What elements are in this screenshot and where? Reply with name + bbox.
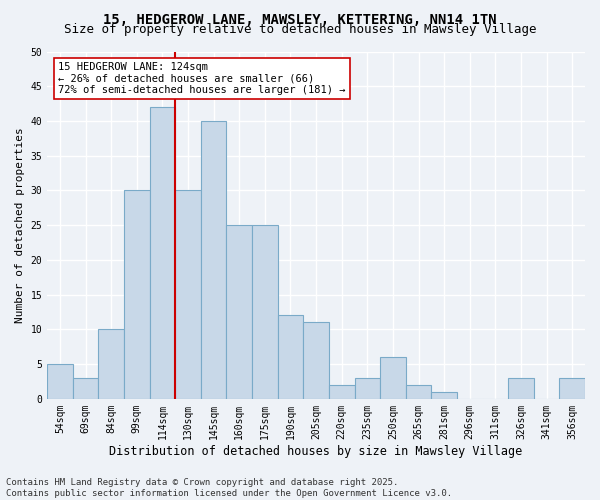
Bar <box>431 392 457 399</box>
Bar <box>508 378 534 399</box>
Bar <box>380 357 406 399</box>
Bar <box>98 330 124 399</box>
Bar <box>278 316 303 399</box>
Bar <box>73 378 98 399</box>
Y-axis label: Number of detached properties: Number of detached properties <box>15 128 25 323</box>
Text: 15, HEDGEROW LANE, MAWSLEY, KETTERING, NN14 1TN: 15, HEDGEROW LANE, MAWSLEY, KETTERING, N… <box>103 12 497 26</box>
Bar <box>226 225 252 399</box>
Bar <box>559 378 585 399</box>
Bar <box>201 121 226 399</box>
Text: Contains HM Land Registry data © Crown copyright and database right 2025.
Contai: Contains HM Land Registry data © Crown c… <box>6 478 452 498</box>
Bar <box>329 385 355 399</box>
X-axis label: Distribution of detached houses by size in Mawsley Village: Distribution of detached houses by size … <box>109 444 523 458</box>
Bar <box>406 385 431 399</box>
Bar <box>175 190 201 399</box>
Bar <box>149 107 175 399</box>
Bar <box>252 225 278 399</box>
Bar <box>47 364 73 399</box>
Bar <box>355 378 380 399</box>
Text: Size of property relative to detached houses in Mawsley Village: Size of property relative to detached ho… <box>64 22 536 36</box>
Bar <box>303 322 329 399</box>
Text: 15 HEDGEROW LANE: 124sqm
← 26% of detached houses are smaller (66)
72% of semi-d: 15 HEDGEROW LANE: 124sqm ← 26% of detach… <box>58 62 346 95</box>
Bar <box>124 190 149 399</box>
